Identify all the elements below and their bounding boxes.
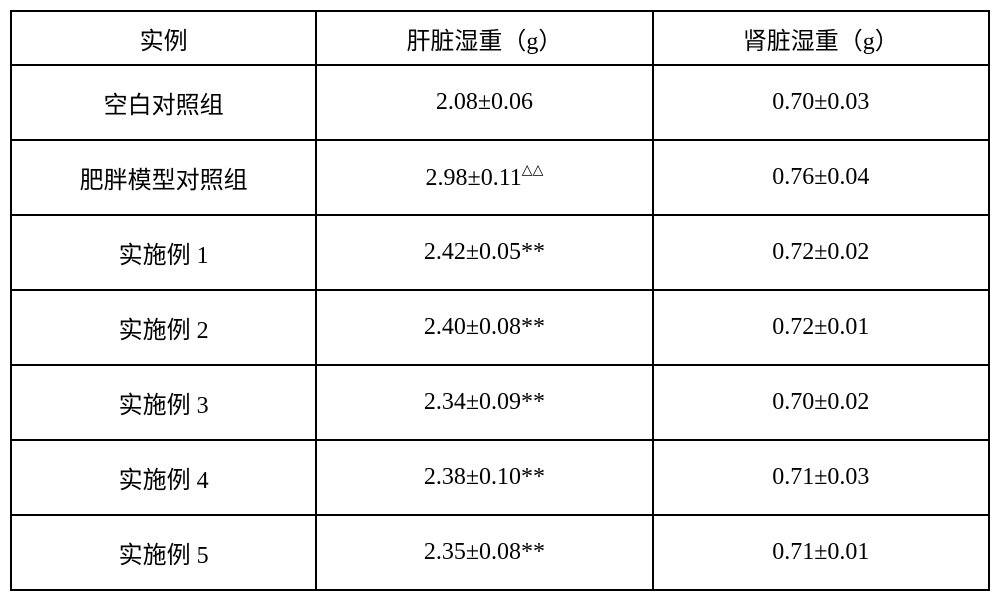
table-row: 空白对照组 2.08±0.06 0.70±0.03 [11,65,989,140]
cell-liver: 2.38±0.10** [316,440,652,515]
liver-value: 2.42±0.05** [424,239,545,265]
liver-sup: △△ [522,163,544,178]
cell-liver: 2.40±0.08** [316,290,652,365]
cell-kidney: 0.72±0.01 [653,290,989,365]
header-example: 实例 [11,11,316,65]
liver-value: 2.35±0.08** [424,539,545,565]
cell-liver: 2.98±0.11△△ [316,140,652,215]
cell-liver: 2.08±0.06 [316,65,652,140]
cell-kidney: 0.71±0.01 [653,515,989,590]
header-liver: 肝脏湿重（g） [316,11,652,65]
cell-kidney: 0.70±0.02 [653,365,989,440]
cell-example: 空白对照组 [11,65,316,140]
liver-value: 2.08±0.06 [436,89,533,115]
cell-example: 实施例 3 [11,365,316,440]
header-kidney: 肾脏湿重（g） [653,11,989,65]
cell-kidney: 0.70±0.03 [653,65,989,140]
data-table: 实例 肝脏湿重（g） 肾脏湿重（g） 空白对照组 2.08±0.06 0.70±… [10,10,990,591]
liver-value: 2.98±0.11 [426,165,522,191]
liver-value: 2.34±0.09** [424,389,545,415]
table-body: 空白对照组 2.08±0.06 0.70±0.03 肥胖模型对照组 2.98±0… [11,65,989,590]
cell-example: 实施例 5 [11,515,316,590]
table-row: 实施例 5 2.35±0.08** 0.71±0.01 [11,515,989,590]
liver-value: 2.40±0.08** [424,314,545,340]
cell-kidney: 0.71±0.03 [653,440,989,515]
table-row: 实施例 4 2.38±0.10** 0.71±0.03 [11,440,989,515]
cell-liver: 2.35±0.08** [316,515,652,590]
table-row: 实施例 3 2.34±0.09** 0.70±0.02 [11,365,989,440]
cell-kidney: 0.76±0.04 [653,140,989,215]
cell-example: 实施例 4 [11,440,316,515]
cell-example: 肥胖模型对照组 [11,140,316,215]
cell-kidney: 0.72±0.02 [653,215,989,290]
liver-value: 2.38±0.10** [424,464,545,490]
table-row: 实施例 1 2.42±0.05** 0.72±0.02 [11,215,989,290]
table-row: 实施例 2 2.40±0.08** 0.72±0.01 [11,290,989,365]
cell-example: 实施例 2 [11,290,316,365]
cell-liver: 2.34±0.09** [316,365,652,440]
cell-liver: 2.42±0.05** [316,215,652,290]
cell-example: 实施例 1 [11,215,316,290]
table-row: 肥胖模型对照组 2.98±0.11△△ 0.76±0.04 [11,140,989,215]
table-header-row: 实例 肝脏湿重（g） 肾脏湿重（g） [11,11,989,65]
